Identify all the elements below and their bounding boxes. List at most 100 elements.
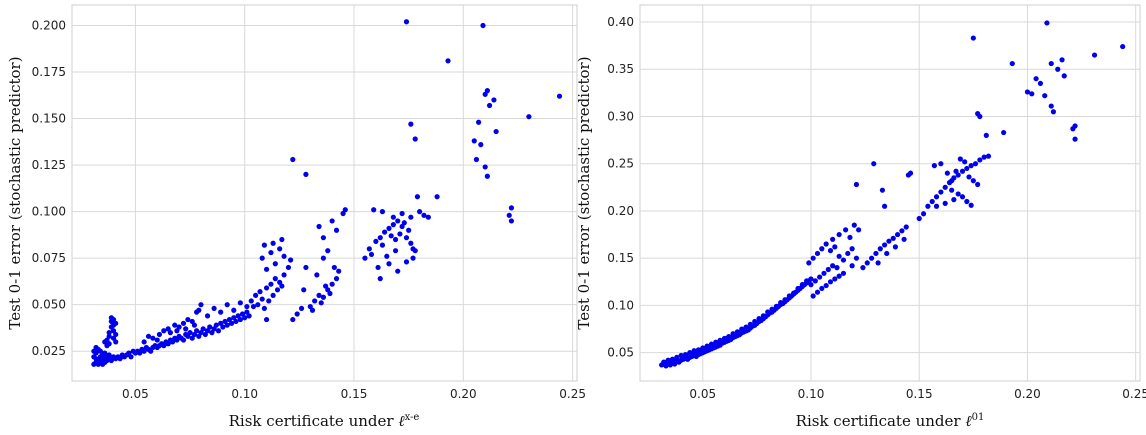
left-scatter-point	[290, 156, 296, 163]
left-scatter-point	[268, 249, 274, 256]
left-scatter-point	[486, 102, 493, 109]
left-scatter-point	[508, 205, 515, 211]
left-scatter-point	[309, 307, 316, 313]
left-scatter-point	[390, 214, 396, 220]
right-scatter-point	[944, 170, 950, 176]
left-scatter-point	[377, 276, 383, 282]
left-scatter-point	[180, 337, 187, 343]
left-scatter-point	[281, 253, 287, 259]
right-scatter-point	[853, 255, 860, 261]
left-scatter-point	[213, 322, 219, 328]
right-scatter-point	[804, 278, 810, 284]
right-scatter-point	[756, 316, 762, 322]
left-scatter-point	[263, 285, 270, 291]
left-scatter-point	[403, 259, 410, 265]
right-y-tick-label: 0.15	[607, 251, 634, 265]
right-scatter-point	[1037, 80, 1044, 87]
right-scatter-point	[968, 202, 974, 208]
left-scatter-point	[408, 240, 414, 246]
right-scatter-point	[951, 197, 957, 203]
right-scatter-point	[966, 174, 972, 180]
right-scatter-point	[962, 159, 968, 165]
right-scatter-point	[786, 293, 792, 299]
right-scatter-point	[942, 200, 948, 206]
left-scatter-point	[316, 292, 322, 298]
left-scatter-point	[384, 253, 390, 259]
right-scatter-point	[782, 297, 788, 303]
right-x-axis-label: Risk certificate under ℓ01	[796, 412, 985, 430]
left-scatter-point	[268, 281, 274, 287]
left-scatter-point	[480, 22, 486, 29]
right-scatter-point	[1055, 66, 1061, 72]
right-chart: 0.05 0.10 0.15 0.20 0.25 0.05 0.10 0.15 0.20 0.25…	[575, 4, 1146, 430]
right-scatter-point	[817, 274, 823, 280]
left-scatter-point	[233, 318, 239, 325]
right-scatter-point	[676, 358, 682, 364]
left-scatter-point	[303, 264, 309, 271]
left-plot-area	[71, 4, 578, 382]
left-y-tick-label: 0.200	[32, 18, 66, 32]
left-scatter-point	[263, 316, 270, 323]
left-scatter-point	[320, 294, 327, 300]
right-scatter-point	[769, 306, 775, 312]
right-scatter-point	[810, 293, 816, 299]
left-y-tick-label: 0.125	[32, 158, 66, 172]
left-scatter-point	[312, 298, 318, 304]
left-scatter-point	[390, 222, 396, 228]
right-tick-labels: 0.05 0.10 0.15 0.20 0.25 0.05 0.10 0.15 0.20 0.25…	[607, 15, 1146, 401]
right-scatter-point	[814, 289, 821, 295]
left-scatter-point	[288, 257, 294, 263]
left-scatter-point	[314, 272, 320, 278]
right-scatter-point	[814, 250, 821, 257]
left-scatter-point	[224, 302, 230, 308]
right-scatter-point	[752, 318, 758, 325]
left-scatter-point	[279, 283, 285, 289]
left-scatter-point	[386, 225, 392, 231]
left-scatter-point	[257, 289, 263, 295]
left-scatter-point	[228, 320, 235, 326]
right-scatter-point	[1042, 93, 1048, 99]
left-scatter-point	[421, 212, 427, 218]
left-scatter-point	[371, 207, 377, 213]
right-scatter-point	[873, 250, 879, 257]
right-x-tick-label: 0.15	[906, 387, 933, 401]
right-scatter-point	[832, 244, 838, 250]
left-scatter-point	[316, 223, 322, 230]
left-x-tick-label: 0.10	[231, 387, 258, 401]
right-scatter-point	[1029, 91, 1035, 97]
left-scatter-point	[106, 333, 112, 339]
left-scatter-point	[508, 218, 515, 224]
right-scatter-point	[1091, 52, 1098, 58]
left-scatter-point	[270, 292, 276, 298]
right-y-tick-label: 0.20	[607, 204, 634, 218]
right-scatter-point	[938, 189, 944, 195]
left-scatter-point	[329, 218, 335, 224]
right-y-tick-label: 0.05	[607, 346, 634, 360]
left-scatter-point	[218, 309, 224, 315]
right-scatter-point	[929, 198, 935, 205]
left-scatter-point	[368, 251, 375, 258]
right-scatter-point	[933, 203, 940, 209]
left-scatter-point	[263, 266, 270, 272]
left-scatter-point	[259, 296, 265, 302]
right-scatter-point	[667, 362, 673, 368]
right-scatter-point	[901, 236, 907, 242]
left-scatter-point	[416, 209, 423, 215]
right-scatter-point	[728, 334, 734, 341]
left-scatter-point	[373, 238, 379, 244]
right-scatter-point	[964, 165, 970, 172]
left-scatter-point	[406, 227, 412, 233]
left-scatter-point	[261, 242, 267, 248]
right-scatter-point	[975, 181, 981, 188]
left-x-axis-label: Risk certificate under ℓx-e	[229, 412, 420, 430]
left-scatter-point	[194, 328, 200, 334]
left-scatter-point	[336, 268, 342, 274]
right-scatter-point	[894, 231, 901, 238]
left-scatter-point	[412, 136, 418, 142]
left-scatter-point	[408, 121, 414, 127]
left-scatter-point	[408, 214, 414, 220]
right-scatter-point	[864, 260, 870, 266]
left-scatter-point	[556, 93, 563, 99]
right-scatter-point	[710, 342, 717, 348]
right-y-axis-label: Test 0-1 error (stochastic predictor)	[575, 56, 593, 329]
